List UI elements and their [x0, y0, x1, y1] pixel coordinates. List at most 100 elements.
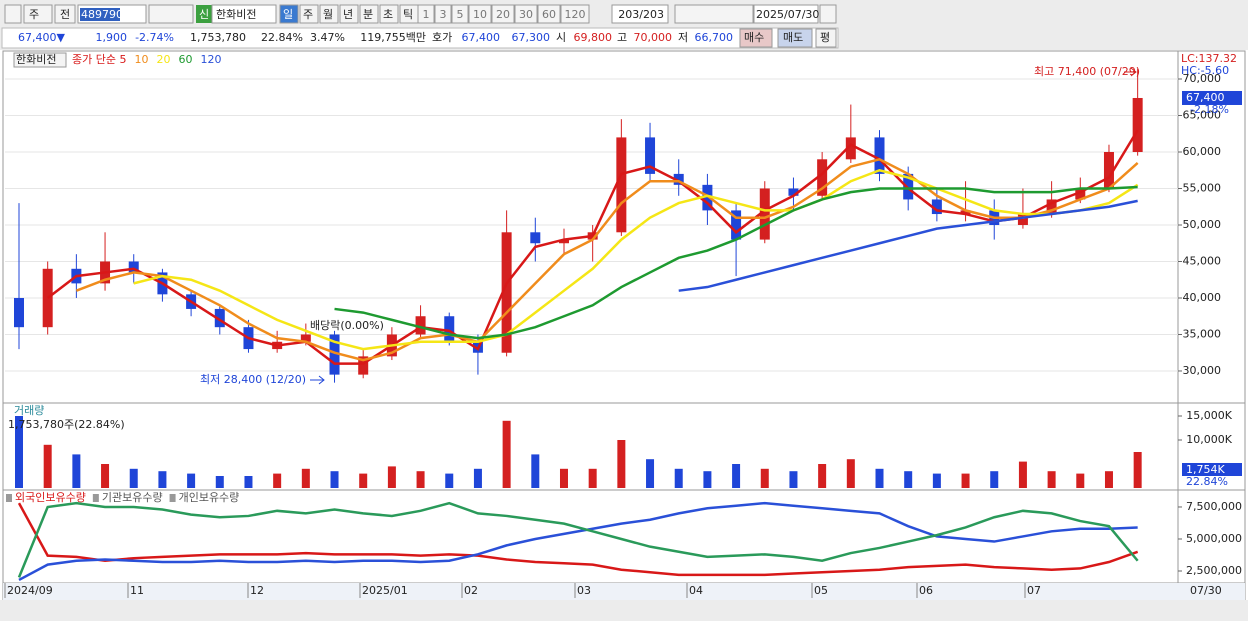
- sell-button[interactable]: [777, 28, 813, 48]
- y-tick-label: 40,000: [1183, 291, 1222, 304]
- volume: 1,753,780: [190, 31, 246, 44]
- x-tick-label: 02: [464, 584, 478, 597]
- volume-bar: [187, 473, 196, 488]
- line-series: [678, 199, 1138, 292]
- period-button[interactable]: [379, 4, 399, 24]
- interval-button[interactable]: [451, 4, 469, 24]
- interval-button[interactable]: [434, 4, 452, 24]
- buy-button[interactable]: [739, 28, 773, 48]
- low: 66,700: [695, 31, 734, 44]
- volume-bar: [1133, 452, 1142, 488]
- volume-bar: [359, 473, 368, 488]
- volume-turnover: 22.84%: [1186, 475, 1228, 488]
- candle-body: [214, 308, 225, 328]
- period-button[interactable]: [319, 4, 339, 24]
- x-tick-label: 04: [689, 584, 703, 597]
- ask: 67,400: [462, 31, 501, 44]
- candle-body: [128, 261, 139, 273]
- volume-tag: [1182, 463, 1242, 476]
- interval-button[interactable]: [491, 4, 515, 24]
- volume-bar: [617, 440, 626, 488]
- menu-button[interactable]: [4, 4, 22, 24]
- candle-body: [903, 173, 914, 200]
- price: 67,400▼: [18, 31, 65, 44]
- search-tools[interactable]: [148, 4, 194, 24]
- market-select[interactable]: [23, 4, 53, 24]
- candle-body: [645, 137, 656, 174]
- volume-bar: [1047, 471, 1056, 488]
- period-button[interactable]: [359, 4, 379, 24]
- count: 203/203: [618, 8, 664, 21]
- candle-body: [14, 297, 24, 328]
- volume-bar: [387, 466, 396, 488]
- volume-bar: [158, 471, 167, 488]
- volume-bar: [1076, 473, 1085, 488]
- volume-bar: [531, 454, 540, 488]
- prev-button[interactable]: [54, 4, 76, 24]
- x-tick-label: 2025/01: [362, 584, 408, 597]
- scroll-bar[interactable]: [0, 600, 1248, 621]
- prev: 전: [60, 8, 70, 21]
- interval-button[interactable]: [468, 4, 492, 24]
- volume-bar: [301, 468, 310, 488]
- ratio: 3.47%: [310, 31, 345, 44]
- calendar-button[interactable]: [819, 4, 837, 24]
- period-button[interactable]: [279, 4, 299, 24]
- low-annotation: 최저 28,400 (12/20): [200, 373, 306, 386]
- candle-body: [501, 232, 512, 353]
- line-series: [17, 502, 1139, 577]
- line-series: [17, 501, 1139, 578]
- volume-bar: [445, 473, 454, 488]
- tools[interactable]: [674, 4, 754, 24]
- candle-body: [702, 184, 713, 211]
- volume-bar: [846, 459, 855, 488]
- volume-bar: [330, 471, 339, 488]
- period-button[interactable]: [339, 4, 359, 24]
- dividend-annotation: 배당락(0.00%): [310, 319, 384, 332]
- x-tick-label: 03: [577, 584, 591, 597]
- volume-bar: [818, 464, 827, 488]
- x-tick-label: 11: [130, 584, 144, 597]
- legend-swatch: [92, 494, 99, 502]
- interval: 10: [473, 8, 487, 21]
- high-annotation: 최고 71,400 (07/29): [1034, 65, 1140, 78]
- low-label: 저: [678, 31, 688, 44]
- legend-entry: 120: [200, 53, 221, 66]
- date-axis-bg: [3, 583, 1245, 600]
- turnover: 22.84%: [261, 31, 303, 44]
- y-tick-label: 15,000K: [1186, 409, 1232, 422]
- y-tick-label: 10,000K: [1186, 433, 1232, 446]
- candle-body: [530, 232, 541, 244]
- rate: -2.74%: [135, 31, 174, 44]
- lc: LC:137.32: [1181, 52, 1237, 65]
- badge-bg: [196, 5, 212, 23]
- interval-button[interactable]: [417, 4, 435, 24]
- period: 월: [323, 8, 333, 21]
- avg-button[interactable]: [815, 28, 837, 48]
- volume-bar: [674, 468, 683, 488]
- high-label: 고: [617, 31, 627, 44]
- candle-body: [931, 199, 942, 215]
- interval-button[interactable]: [537, 4, 561, 24]
- candle-body: [817, 159, 828, 196]
- interval-button[interactable]: [560, 4, 590, 24]
- interval-button[interactable]: [514, 4, 538, 24]
- volume-bar: [215, 476, 224, 488]
- interval: 1: [423, 8, 430, 21]
- quote-label: 호가: [432, 31, 452, 44]
- price-rate: -2.18%: [1190, 103, 1229, 116]
- period-button[interactable]: [299, 4, 319, 24]
- volume-bar: [502, 420, 511, 488]
- bid: 67,300: [512, 31, 551, 44]
- amount: 119,755백만: [360, 31, 426, 44]
- volume-bar: [1104, 471, 1113, 488]
- volume-bar: [588, 468, 597, 488]
- date-box[interactable]: [753, 4, 819, 24]
- name-box[interactable]: [211, 4, 277, 24]
- change: 1,900: [96, 31, 128, 44]
- volume-bar: [273, 473, 282, 488]
- candle-body: [845, 137, 856, 160]
- volume-bar: [932, 473, 941, 488]
- interval: 30: [519, 8, 533, 21]
